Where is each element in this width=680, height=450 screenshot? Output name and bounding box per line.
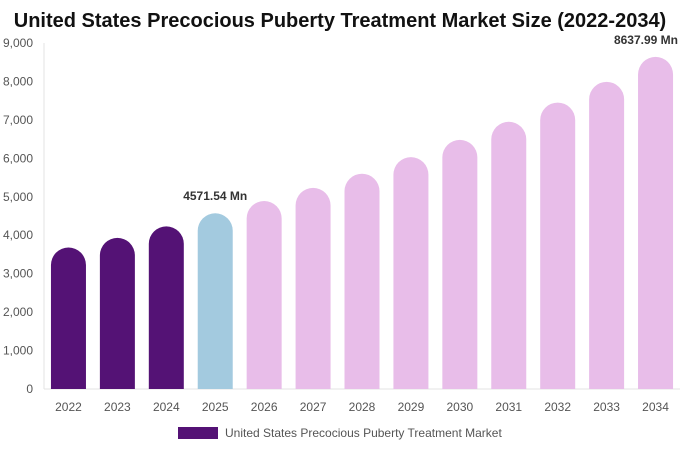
chart-title: United States Precocious Puberty Treatme… xyxy=(14,10,666,32)
bars xyxy=(50,56,674,390)
x-tick-label: 2029 xyxy=(398,400,425,414)
y-tick-label: 5,000 xyxy=(3,190,33,204)
bar-2028 xyxy=(344,173,380,389)
legend: United States Precocious Puberty Treatme… xyxy=(178,426,502,440)
bar-2030 xyxy=(442,139,478,389)
y-tick-label: 0 xyxy=(26,382,33,396)
x-tick-label: 2023 xyxy=(104,400,131,414)
y-tick-label: 9,000 xyxy=(3,36,33,50)
legend-swatch xyxy=(178,427,218,439)
x-tick-label: 2032 xyxy=(544,400,571,414)
y-axis: 0 1,000 2,000 3,000 4,000 5,000 6,000 7,000 8,00… xyxy=(3,36,45,396)
bar-2032 xyxy=(540,102,576,389)
y-tick-label: 4,000 xyxy=(3,228,33,242)
x-tick-label: 2025 xyxy=(202,400,229,414)
bar-2025 xyxy=(197,213,233,389)
x-tick-label: 2033 xyxy=(593,400,620,414)
bar-2029 xyxy=(393,157,429,389)
x-tick-label: 2028 xyxy=(349,400,376,414)
bar-2024 xyxy=(148,226,184,389)
x-tick-label: 2034 xyxy=(642,400,669,414)
y-tick-label: 3,000 xyxy=(3,267,33,281)
y-tick-label: 6,000 xyxy=(3,151,33,165)
x-tick-label: 2026 xyxy=(251,400,278,414)
x-tick-label: 2027 xyxy=(300,400,327,414)
bar-2034 xyxy=(638,56,674,390)
bar-2023 xyxy=(99,237,135,389)
legend-label: United States Precocious Puberty Treatme… xyxy=(225,426,502,440)
x-tick-label: 2030 xyxy=(446,400,473,414)
bar-2026 xyxy=(246,201,282,389)
bar-2031 xyxy=(491,121,527,389)
x-tick-label: 2031 xyxy=(495,400,522,414)
y-tick-label: 1,000 xyxy=(3,344,33,358)
x-tick-label: 2024 xyxy=(153,400,180,414)
data-label: 8637.99 Mn xyxy=(614,33,678,47)
bar-2027 xyxy=(295,187,331,389)
y-tick-label: 8,000 xyxy=(3,74,33,88)
y-tick-label: 7,000 xyxy=(3,113,33,127)
y-tick-label: 2,000 xyxy=(3,305,33,319)
bar-2033 xyxy=(589,81,625,390)
data-labels: 4571.54 Mn 8637.99 Mn xyxy=(183,33,678,203)
data-label: 4571.54 Mn xyxy=(183,189,247,203)
bar-2022 xyxy=(50,247,86,389)
x-axis: 2022 2023 2024 2025 2026 2027 2028 2029 2030 2031… xyxy=(44,388,680,414)
x-tick-label: 2022 xyxy=(55,400,82,414)
